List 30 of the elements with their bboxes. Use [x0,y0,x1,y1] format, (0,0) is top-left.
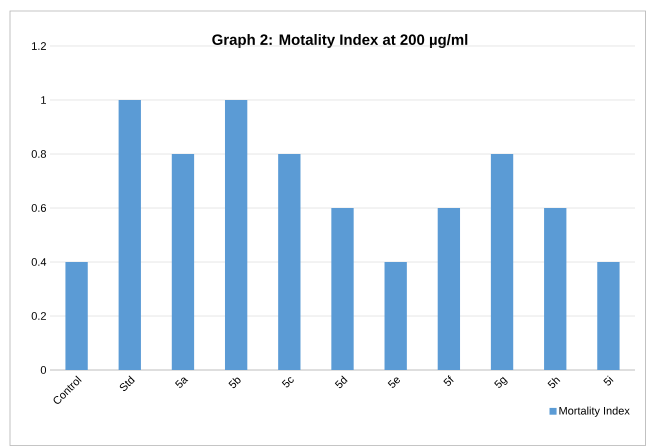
x-tick-label: 5d [334,375,348,388]
y-tick-label: 0 [40,366,46,374]
y-tick-label: 0.8 [32,150,46,158]
bar [224,100,248,370]
x-tick-label: 5f [443,375,454,386]
x-tick-label: Std [120,375,135,391]
bar [118,100,141,370]
x-tick-label: 5e [388,377,400,388]
bar [65,262,88,370]
y-tick-label: 1.2 [32,42,46,50]
x-tick-label: 5b [228,378,241,388]
bar [278,154,300,370]
bar [384,262,407,370]
y-tick-label: 0.4 [32,258,46,266]
x-tick-label: 5a [174,377,188,388]
x-tick-label: 5i [603,376,614,386]
x-tick-label: 5c [282,377,294,388]
bar [544,208,566,370]
y-tick-label: 0.2 [32,312,46,320]
y-tick-label: 1 [41,96,46,104]
bar [597,262,620,370]
bar [438,208,460,370]
bar [172,154,194,370]
bar [331,208,354,370]
y-tick-label: 0.6 [32,204,46,212]
x-tick-label: 5h [548,378,560,388]
legend-label: Mortality Index [559,406,630,417]
bar [490,154,514,370]
chart-title: Graph 2: Motality Index at 200 µg/ml [212,34,468,48]
x-tick-label: 5g [494,376,508,388]
